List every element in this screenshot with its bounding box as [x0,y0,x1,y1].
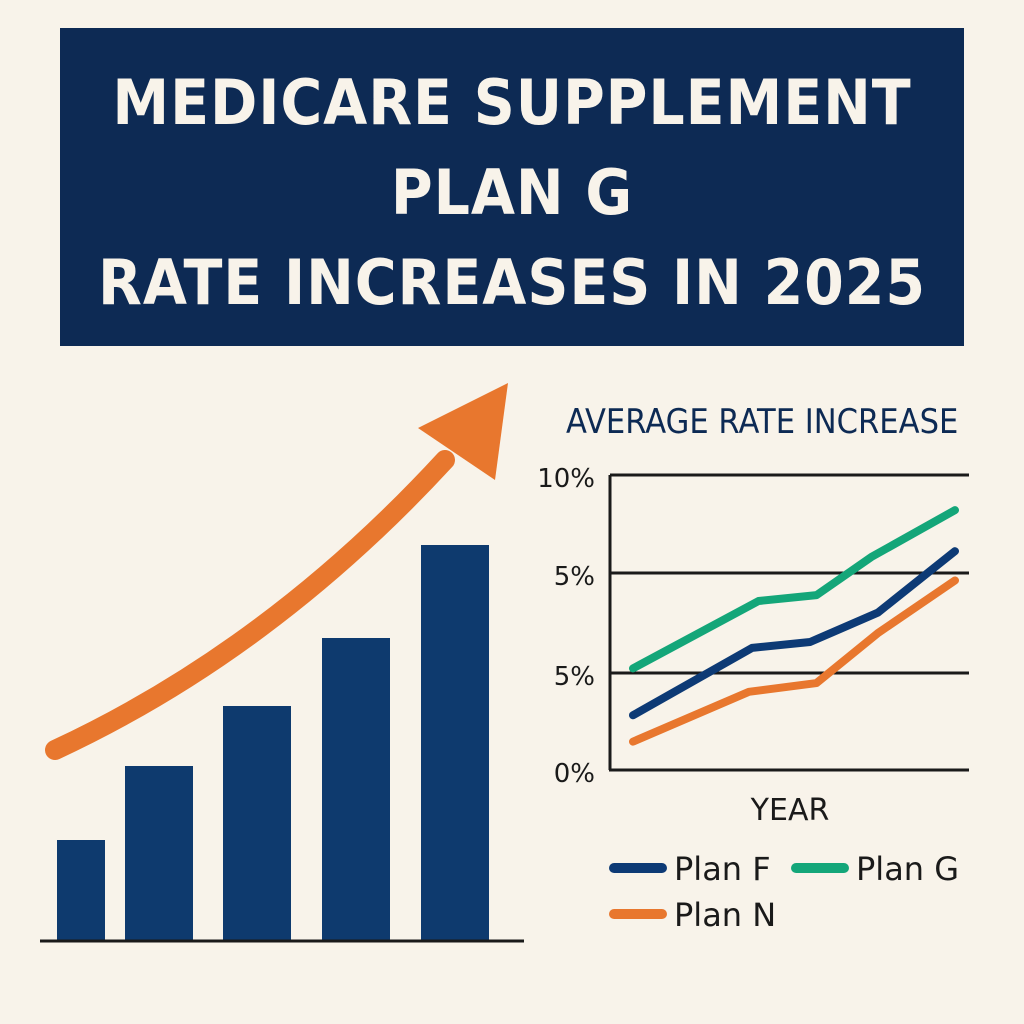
bar [322,638,390,940]
line-chart-title: AVERAGE RATE INCREASE [566,402,959,442]
legend-label: Plan N [674,896,776,934]
title-line-3: RATE INCREASES IN 2025 [97,246,927,319]
bar [421,545,489,940]
legend-label: Plan F [674,850,771,888]
y-tick-label: 10% [537,464,595,494]
title-line-1: MEDICARE SUPPLEMENT [112,66,912,139]
series-line-plan-g [629,506,959,673]
y-tick-label: 5% [554,562,595,592]
series-line-plan-n [629,576,959,746]
trend-arrow-shaft [45,450,455,760]
y-tick-label: 5% [554,662,595,692]
bar [57,840,105,940]
bar [125,766,193,940]
title-banner: MEDICARE SUPPLEMENT PLAN G RATE INCREASE… [60,28,964,346]
legend-label: Plan G [856,850,959,888]
series-line-plan-f [629,547,959,720]
bar [223,706,291,940]
trend-arrow-head [418,383,508,480]
title-line-2: PLAN G [390,156,634,229]
y-tick-label: 0% [554,759,595,789]
x-axis-label: YEAR [750,793,830,828]
